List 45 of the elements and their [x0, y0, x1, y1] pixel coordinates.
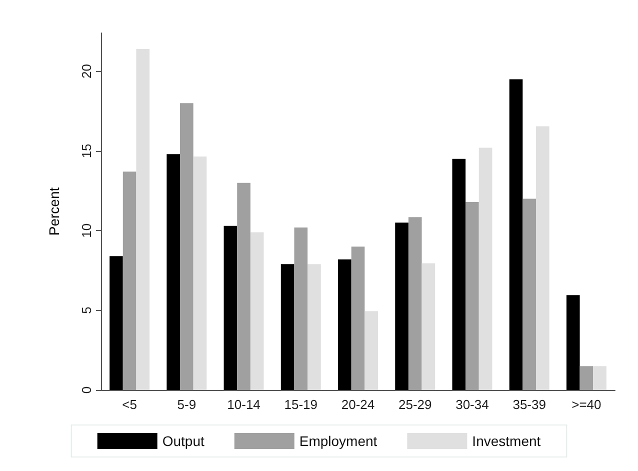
bar: [250, 232, 264, 390]
bar: [395, 222, 408, 390]
bar: [364, 311, 378, 390]
bar: [280, 264, 294, 390]
bar: [308, 264, 321, 390]
bar: [580, 366, 594, 390]
y-tick-label: 15: [79, 144, 94, 158]
y-tick-label: 0: [79, 386, 94, 394]
bar: [110, 256, 123, 390]
bar: [509, 79, 523, 390]
x-tick-label: <5: [122, 397, 137, 412]
y-axis-title: Percent: [46, 187, 62, 236]
bar: [466, 202, 479, 390]
bar: [522, 198, 536, 390]
x-tick-label: 25-29: [398, 397, 432, 412]
bar: [180, 103, 194, 390]
y-tick-label: 10: [79, 223, 94, 238]
legend-label: Output: [162, 433, 204, 449]
bar: [478, 148, 492, 390]
legend-label: Employment: [299, 433, 378, 449]
bar: [566, 295, 580, 390]
bar: [193, 156, 207, 390]
legend-label: Investment: [472, 433, 541, 449]
x-tick-label: >=40: [572, 397, 602, 412]
x-tick-label: 35-39: [512, 397, 546, 412]
x-tick-label: 15-19: [284, 397, 318, 412]
y-tick-label: 5: [79, 306, 94, 314]
bar: [351, 246, 365, 390]
x-tick-label: 5-9: [177, 397, 196, 412]
bar: [122, 172, 136, 390]
x-tick-label: 20-24: [341, 397, 375, 412]
y-tick-label: 20: [79, 64, 94, 78]
bar: [166, 154, 180, 390]
x-tick-label: 10-14: [227, 397, 260, 412]
x-tick-label: 30-34: [456, 397, 489, 412]
bar: [136, 48, 150, 390]
bar: [536, 126, 550, 390]
bar: [593, 366, 606, 390]
bar: [237, 182, 250, 390]
bar: [338, 259, 352, 390]
bar: [224, 226, 238, 390]
bar: [422, 263, 436, 390]
bar: [408, 217, 422, 390]
bar: [452, 158, 466, 390]
bar: [294, 227, 308, 390]
